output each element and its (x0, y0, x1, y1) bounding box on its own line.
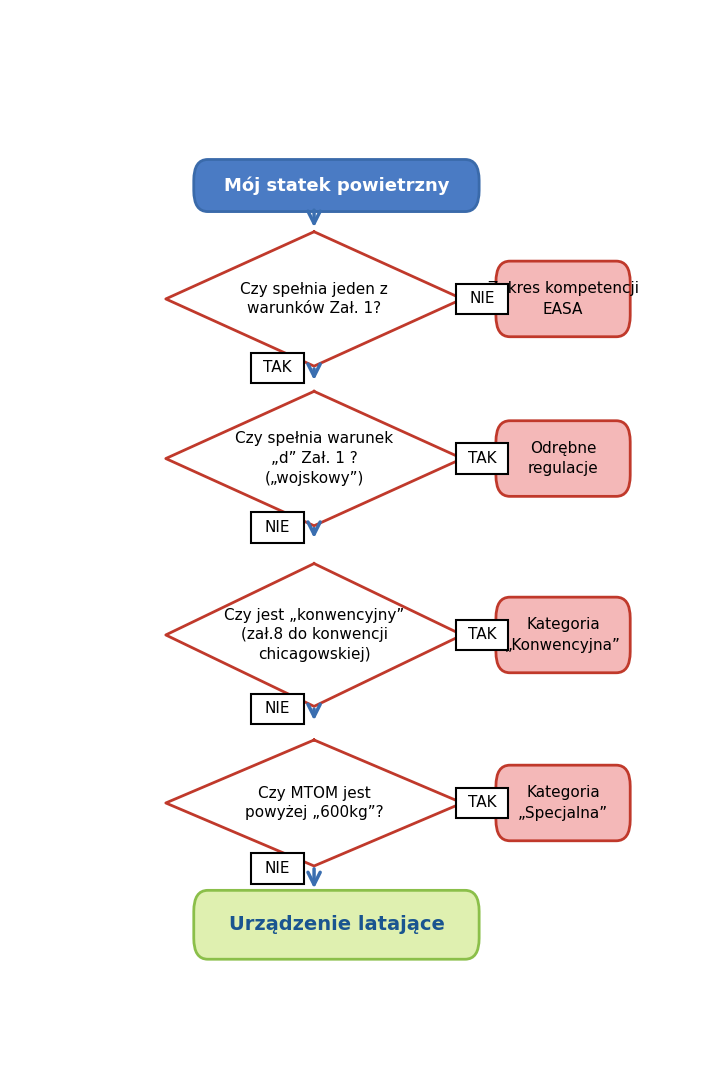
FancyBboxPatch shape (251, 513, 304, 542)
Text: NIE: NIE (469, 291, 495, 307)
FancyBboxPatch shape (251, 352, 304, 383)
Polygon shape (166, 740, 462, 866)
FancyBboxPatch shape (496, 261, 630, 337)
FancyBboxPatch shape (496, 421, 630, 496)
FancyBboxPatch shape (456, 443, 508, 473)
FancyBboxPatch shape (193, 159, 479, 212)
FancyBboxPatch shape (456, 284, 508, 314)
Text: TAK: TAK (468, 451, 496, 466)
Text: TAK: TAK (468, 795, 496, 811)
FancyBboxPatch shape (496, 765, 630, 841)
Text: Urządzenie latające: Urządzenie latające (229, 915, 444, 934)
Text: TAK: TAK (468, 627, 496, 643)
Polygon shape (166, 231, 462, 367)
FancyBboxPatch shape (251, 694, 304, 724)
FancyBboxPatch shape (193, 890, 479, 959)
Polygon shape (166, 564, 462, 706)
Text: Czy MTOM jest
powyżej „600kg”?: Czy MTOM jest powyżej „600kg”? (245, 786, 383, 820)
Text: Czy spełnia jeden z
warunków Zał. 1?: Czy spełnia jeden z warunków Zał. 1? (240, 281, 388, 316)
Text: Kategoria
„Konwencyjna”: Kategoria „Konwencyjna” (505, 618, 621, 652)
Text: NIE: NIE (265, 520, 290, 535)
Text: Mój statek powietrzny: Mój statek powietrzny (224, 177, 449, 195)
Text: Odrębne
regulacje: Odrębne regulacje (528, 441, 599, 477)
Text: Czy jest „konwencyjny”
(zał.8 do konwencji
chicagowskiej): Czy jest „konwencyjny” (zał.8 do konwenc… (224, 608, 404, 662)
Text: TAK: TAK (264, 360, 292, 375)
Text: Kategoria
„Specjalna”: Kategoria „Specjalna” (518, 786, 608, 820)
Text: Zakres kompetencji
EASA: Zakres kompetencji EASA (487, 281, 638, 316)
Text: NIE: NIE (265, 861, 290, 876)
FancyBboxPatch shape (456, 620, 508, 650)
FancyBboxPatch shape (496, 597, 630, 673)
FancyBboxPatch shape (251, 853, 304, 884)
Polygon shape (166, 392, 462, 526)
FancyBboxPatch shape (456, 788, 508, 818)
Text: Czy spełnia warunek
„d” Zał. 1 ?
(„wojskowy”): Czy spełnia warunek „d” Zał. 1 ? („wojsk… (235, 431, 393, 485)
Text: NIE: NIE (265, 702, 290, 717)
